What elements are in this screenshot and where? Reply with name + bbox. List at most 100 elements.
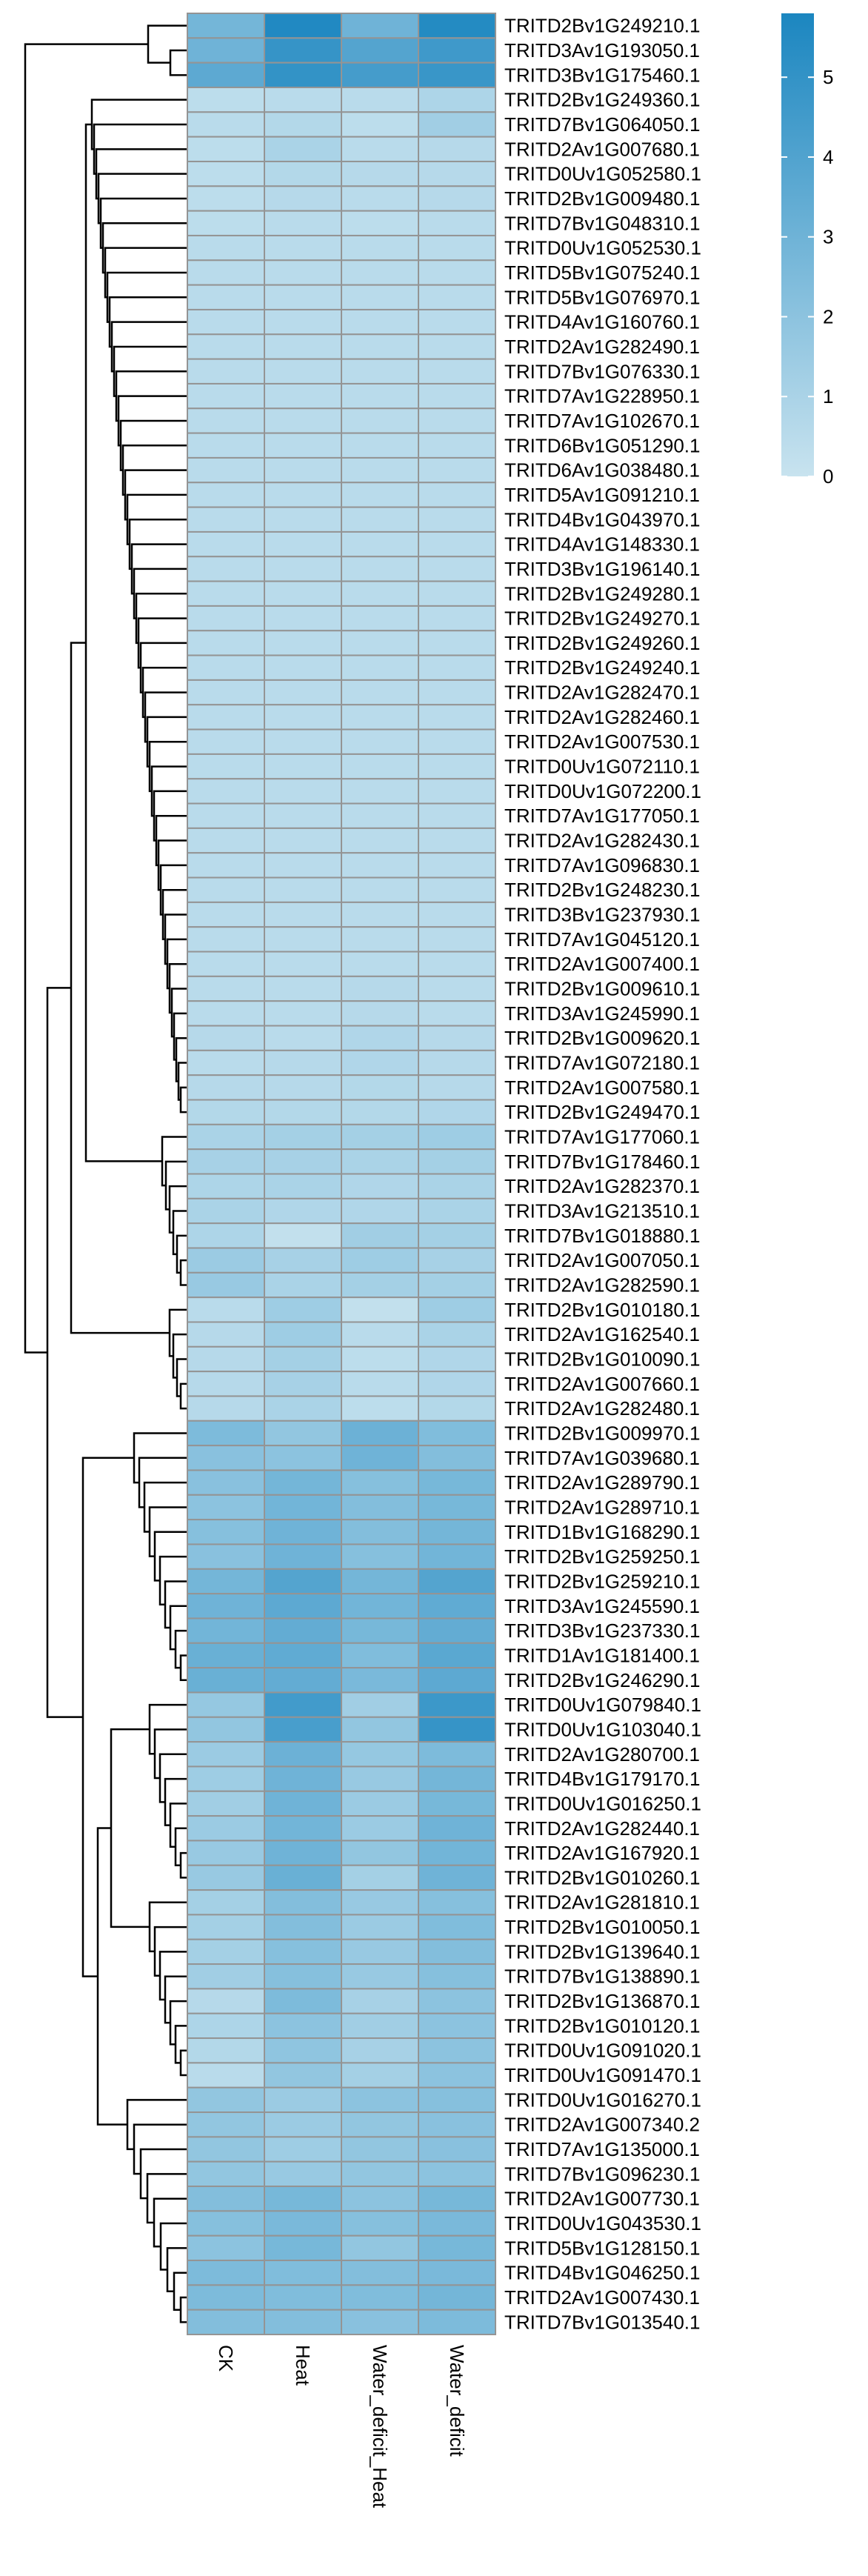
heatmap-cell xyxy=(264,1741,342,1768)
heatmap-cell xyxy=(418,926,496,953)
heatmap-cell xyxy=(341,1765,419,1792)
heatmap-cell xyxy=(264,951,342,977)
heatmap-cell xyxy=(418,1617,496,1644)
heatmap-cell xyxy=(418,654,496,681)
heatmap-cell xyxy=(187,1000,265,1027)
dendrogram-link xyxy=(169,1803,187,1848)
heatmap-cell xyxy=(418,1371,496,1397)
heatmap-cell xyxy=(187,630,265,656)
row-label: TRITD0Uv1G043530.1 xyxy=(504,2212,701,2234)
heatmap-cell xyxy=(264,1840,342,1866)
heatmap-cell xyxy=(418,580,496,607)
heatmap-cell xyxy=(341,753,419,780)
heatmap-cell xyxy=(418,1173,496,1199)
heatmap-cell xyxy=(264,136,342,162)
heatmap-cell xyxy=(341,1938,419,1966)
heatmap-cell xyxy=(264,259,342,286)
heatmap-cell xyxy=(264,13,342,39)
heatmap-cell xyxy=(264,234,342,262)
row-label: TRITD2Av1G007730.1 xyxy=(504,2188,700,2210)
heatmap-cell xyxy=(264,2037,342,2064)
heatmap-cell xyxy=(187,1790,265,1817)
heatmap-cell xyxy=(341,1049,419,1076)
heatmap-cell xyxy=(187,704,265,730)
row-label: TRITD5Bv1G076970.1 xyxy=(504,286,700,308)
heatmap-cell xyxy=(341,185,419,212)
row-label: TRITD7Av1G102670.1 xyxy=(504,410,700,432)
heatmap-cell xyxy=(418,1938,496,1966)
heatmap-cell xyxy=(187,2012,265,2040)
heatmap-cell xyxy=(341,654,419,681)
heatmap-cell xyxy=(418,1691,496,1718)
heatmap-cell xyxy=(187,1222,265,1249)
heatmap-cell xyxy=(418,1445,496,1471)
row-label: TRITD0Uv1G052530.1 xyxy=(504,237,701,259)
heatmap-cell xyxy=(264,926,342,953)
heatmap-cell xyxy=(341,2111,419,2138)
heatmap-cell xyxy=(187,2111,265,2138)
heatmap-cell xyxy=(264,1765,342,1792)
heatmap-cell xyxy=(187,2210,265,2237)
row-label: TRITD2Av1G007340.2 xyxy=(504,2114,700,2136)
heatmap-cell xyxy=(264,1321,342,1348)
heatmap-cell xyxy=(418,136,496,162)
heatmap-cell xyxy=(418,456,496,484)
heatmap-cell xyxy=(264,1519,342,1545)
row-label: TRITD7Bv1G138890.1 xyxy=(504,1966,700,1988)
heatmap-cell xyxy=(264,506,342,533)
heatmap-cell xyxy=(187,1395,265,1422)
heatmap-cell xyxy=(264,1371,342,1397)
heatmap-cell xyxy=(264,37,342,64)
row-label: TRITD2Av1G282440.1 xyxy=(504,1817,700,1840)
legend-tick-label: 4 xyxy=(823,146,833,168)
heatmap-cell xyxy=(418,1840,496,1866)
heatmap-cell xyxy=(187,2186,265,2212)
heatmap-cell xyxy=(264,605,342,632)
heatmap-cell xyxy=(264,1568,342,1595)
heatmap-cell xyxy=(418,1519,496,1545)
row-label: TRITD2Av1G282490.1 xyxy=(504,336,700,358)
heatmap-cell xyxy=(187,778,265,805)
heatmap-cell xyxy=(418,1568,496,1595)
heatmap-cell xyxy=(341,778,419,805)
heatmap-cell xyxy=(264,654,342,681)
heatmap-cell xyxy=(187,136,265,162)
row-label: TRITD3Av1G245590.1 xyxy=(504,1595,700,1617)
row-label: TRITD2Bv1G259210.1 xyxy=(504,1570,700,1592)
heatmap-cell xyxy=(418,86,496,113)
heatmap-cell xyxy=(187,2160,265,2188)
heatmap-cell xyxy=(187,2260,265,2286)
row-label: TRITD2Av1G007660.1 xyxy=(504,1373,700,1395)
heatmap-cell xyxy=(341,2086,419,2114)
dendrogram-link xyxy=(172,1210,187,1256)
row-label: TRITD2Av1G007050.1 xyxy=(504,1249,700,1271)
heatmap-cell xyxy=(418,2309,496,2336)
row-label: TRITD2Av1G289790.1 xyxy=(504,1471,700,1494)
heatmap-cell xyxy=(264,753,342,780)
heatmap-cell xyxy=(418,852,496,879)
heatmap-cell xyxy=(187,86,265,113)
dendrogram-link xyxy=(164,1975,187,2024)
heatmap-cell xyxy=(418,951,496,977)
heatmap-cell xyxy=(341,1716,419,1743)
row-label: TRITD5Bv1G128150.1 xyxy=(504,2237,700,2259)
heatmap-cell xyxy=(341,630,419,656)
heatmap-cell xyxy=(418,728,496,755)
heatmap-cell xyxy=(341,1988,419,2014)
heatmap-cell xyxy=(187,1297,265,1323)
heatmap-cell xyxy=(264,1815,342,1842)
heatmap-cell xyxy=(187,876,265,903)
heatmap-cell xyxy=(187,456,265,484)
heatmap-cell xyxy=(264,185,342,212)
heatmap-cell xyxy=(418,1321,496,1348)
heatmap-cell xyxy=(187,1716,265,1743)
dendrogram-link xyxy=(172,1333,187,1379)
heatmap-cell xyxy=(187,1988,265,2014)
heatmap-cell xyxy=(341,432,419,459)
heatmap-cell xyxy=(341,580,419,607)
heatmap-cell xyxy=(264,1963,342,1990)
heatmap-cell xyxy=(187,482,265,508)
heatmap-cell xyxy=(264,1025,342,1051)
heatmap-cell xyxy=(264,679,342,706)
heatmap-cell xyxy=(418,2136,496,2163)
